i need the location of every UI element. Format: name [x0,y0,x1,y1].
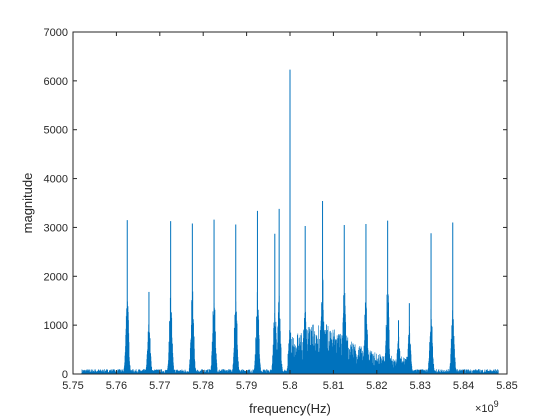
x-tick-label: 5.78 [192,380,213,392]
y-axis-label: magnitude [20,173,35,234]
y-tick-label: 5000 [44,125,68,137]
x-tick-label: 5.83 [409,380,430,392]
y-tick-label: 0 [62,369,68,381]
x-axis-exponent: ×109 [475,399,499,415]
x-tick-label: 5.79 [236,380,257,392]
y-tick-label: 7000 [44,27,68,39]
x-exponent-base: ×10 [475,403,494,415]
x-tick-label: 5.81 [323,380,344,392]
x-tick-label: 5.85 [496,380,517,392]
y-tick-label: 6000 [44,76,68,88]
x-tick-label: 5.75 [62,380,83,392]
x-tick-label: 5.82 [366,380,387,392]
data-layer [81,69,499,374]
x-exponent-power: 9 [494,399,499,409]
x-tick-label: 5.77 [149,380,170,392]
x-tick-label: 5.76 [106,380,127,392]
y-tick-label: 3000 [44,222,68,234]
x-axis-label: frequency(Hz) [249,401,331,416]
y-tick-label: 4000 [44,174,68,186]
x-tick-label: 5.8 [282,380,297,392]
y-ticks: 0 1000 2000 3000 4000 5000 6000 7000 [44,27,507,381]
y-tick-label: 1000 [44,320,68,332]
y-tick-label: 2000 [44,271,68,283]
x-tick-label: 5.84 [453,380,474,392]
x-ticks: 5.75 5.76 5.77 5.78 5.79 5.8 5.81 5.82 5.83 5.84 5… [62,32,518,392]
